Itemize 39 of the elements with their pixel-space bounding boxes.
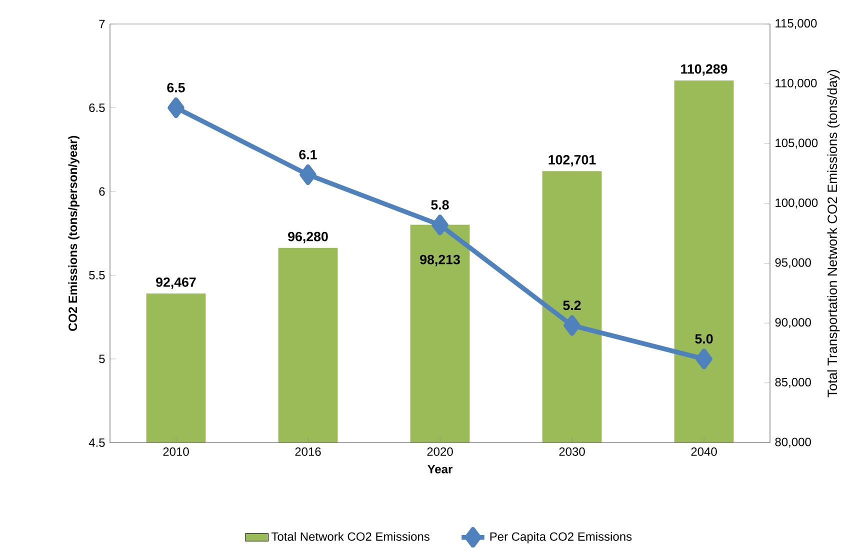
- y2-tick-label: 105,000: [776, 138, 818, 149]
- x-tick-label: 2010: [163, 448, 189, 456]
- data-label: 6.1: [299, 150, 317, 160]
- y-tick-label: 5: [99, 354, 105, 364]
- point: [564, 315, 580, 336]
- y-axis-title: CO2 Emissions (tons/person/year): [68, 136, 80, 332]
- y-tick-label: 4.5: [88, 438, 105, 448]
- point: [696, 348, 712, 370]
- y2-tick-label: 85,000: [775, 378, 811, 388]
- y2-tick-label: 115,000: [776, 19, 817, 30]
- point: [168, 98, 184, 118]
- y-tick-label: 6.5: [89, 104, 105, 112]
- legend-label: Per Capita CO2 Emissions: [490, 532, 632, 544]
- data-label: 98,213: [420, 255, 460, 266]
- y2-tick-label: 80,000: [775, 438, 811, 448]
- data-label: 5.2: [563, 300, 581, 310]
- y2-axis-title: Total Transportation Network CO2 Emissions (tons/day): [827, 70, 840, 398]
- point: [432, 214, 448, 236]
- data-label: 102,701: [548, 155, 596, 167]
- y2-tick-label: 100,000: [776, 198, 818, 209]
- data-label: 96,280: [288, 232, 328, 244]
- x-tick-label: 2040: [691, 448, 717, 456]
- point: [300, 164, 316, 186]
- x-tick-label: 2020: [427, 448, 453, 456]
- x-tick-label: 2016: [295, 448, 321, 456]
- y-tick-label: 6: [99, 187, 105, 196]
- x-tick-label: 2030: [559, 448, 585, 456]
- data-label: 92,467: [156, 278, 196, 289]
- data-label: 5.0: [695, 334, 713, 344]
- y2-tick-label: 90,000: [775, 318, 811, 328]
- legend-label: Total Network CO2 Emissions: [271, 532, 430, 541]
- y-tick-label: 5.5: [89, 271, 105, 280]
- data-label: 5.8: [431, 200, 449, 210]
- data-label: 110,289: [681, 64, 728, 76]
- y2-tick-label: 95,000: [775, 258, 811, 268]
- y-tick-label: 7: [99, 20, 105, 28]
- data-label: 6.5: [167, 83, 185, 93]
- x-axis-title: Year: [428, 465, 453, 474]
- y2-tick-label: 110,000: [776, 79, 817, 89]
